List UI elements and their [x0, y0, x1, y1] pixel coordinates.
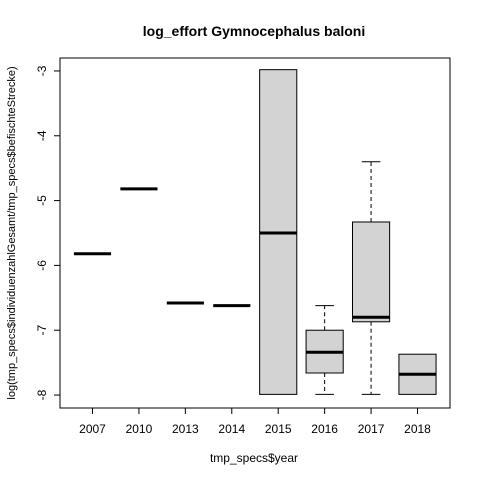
box-series	[73, 69, 437, 395]
x-tick-label: 2018	[404, 422, 431, 436]
y-axis: -3 -4 -5 -6 -7 -8	[35, 65, 60, 400]
x-tick-label: 2015	[265, 422, 292, 436]
x-axis: 2007 2010 2013 2014 2015 2016 2017 2018	[79, 408, 431, 436]
box-body	[352, 221, 391, 323]
y-tick-label: -5	[35, 195, 49, 206]
x-tick-label: 2013	[172, 422, 199, 436]
box-2015	[259, 69, 298, 395]
box-2018	[398, 353, 437, 395]
x-tick-label: 2010	[126, 422, 153, 436]
x-tick-label: 2017	[358, 422, 385, 436]
x-tick-label: 2014	[218, 422, 245, 436]
y-tick-label: -3	[35, 65, 49, 76]
y-tick-label: -8	[35, 389, 49, 400]
y-tick-label: -7	[35, 325, 49, 336]
chart-title: log_effort Gymnocephalus baloni	[143, 23, 365, 39]
x-tick-label: 2007	[79, 422, 106, 436]
box-2016	[305, 305, 344, 395]
x-axis-label: tmp_specs$year	[210, 451, 298, 465]
plot-frame	[59, 57, 451, 409]
y-tick-label: -4	[35, 130, 49, 141]
x-tick-label: 2016	[311, 422, 338, 436]
y-tick-label: -6	[35, 260, 49, 271]
box-2017	[352, 161, 391, 395]
y-axis-label: log(tmp_specs$individuenzahlGesamt/tmp_s…	[6, 66, 18, 399]
